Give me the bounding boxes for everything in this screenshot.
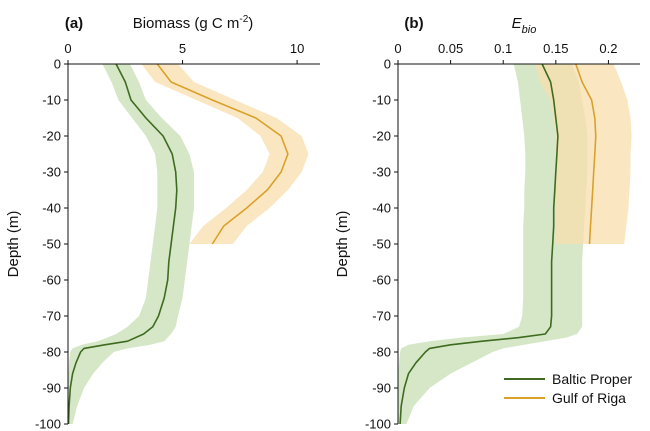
y-tick-label: -80	[372, 345, 391, 360]
panel-a-series-lines	[67, 63, 289, 425]
panel-b-x-axis-title: Ebio	[512, 15, 537, 36]
y-tick-label: -30	[372, 165, 391, 180]
x-tick-label: 5	[179, 41, 186, 56]
y-tick-label: -40	[372, 201, 391, 216]
y-tick-label: -100	[365, 417, 391, 431]
line-gulf-of-riga	[575, 63, 597, 245]
x-tick-label: 0	[64, 41, 71, 56]
line-gulf-of-riga	[156, 63, 289, 245]
line-baltic-proper	[399, 63, 559, 425]
y-tick-label: -70	[42, 309, 61, 324]
x-tick-label: 10	[290, 41, 304, 56]
y-tick-label: 0	[384, 57, 391, 72]
legend-label-gulf-of-riga: Gulf of Riga	[552, 390, 626, 406]
line-baltic-proper	[67, 63, 178, 425]
y-tick-label: -10	[372, 93, 391, 108]
y-tick-label: -50	[372, 237, 391, 252]
y-tick-label: -10	[42, 93, 61, 108]
panel-b-ebio: (b) Ebio Depth (m) 0 0.05 0.1 0.15 0.2 0 -10 -2…	[334, 15, 640, 431]
y-tick-label: -20	[42, 129, 61, 144]
y-tick-label: -60	[372, 273, 391, 288]
panel-a-biomass: (a) Biomass (g C m-2) Depth (m) 0 5 10 0 -10…	[5, 14, 320, 431]
y-tick-label: -70	[372, 309, 391, 324]
y-tick-label: -20	[372, 129, 391, 144]
y-tick-label: -80	[42, 345, 61, 360]
y-tick-label: -90	[372, 381, 391, 396]
x-tick-label: 0.2	[599, 41, 617, 56]
y-tick-label: -30	[42, 165, 61, 180]
panel-a-x-axis-title: Biomass (g C m-2)	[133, 14, 254, 32]
y-tick-label: -50	[42, 237, 61, 252]
panel-a-y-axis-title: Depth (m)	[5, 211, 22, 278]
legend: Baltic Proper Gulf of Riga	[504, 371, 632, 406]
panel-b-label: (b)	[404, 15, 423, 32]
panel-b-y-axis-title: Depth (m)	[334, 211, 351, 278]
band-baltic-proper	[68, 64, 194, 424]
x-tick-label: 0.15	[543, 41, 568, 56]
y-tick-label: 0	[54, 57, 61, 72]
panel-a-uncertainty-bands	[68, 64, 309, 424]
y-tick-label: -60	[42, 273, 61, 288]
y-tick-label: -90	[42, 381, 61, 396]
band-gulf-of-riga	[534, 64, 632, 244]
y-tick-label: -40	[42, 201, 61, 216]
panel-a-label: (a)	[65, 15, 83, 32]
band-gulf-of-riga	[141, 64, 309, 244]
x-tick-label: 0.1	[494, 41, 512, 56]
y-tick-label: -100	[35, 417, 61, 431]
x-tick-label: 0	[394, 41, 401, 56]
panel-b-uncertainty-bands	[398, 64, 632, 424]
panel-a-axes: 0 5 10 0 -10 -20 -30 -40 -50 -60 -70 -80 -90 -100	[35, 41, 320, 431]
legend-label-baltic-proper: Baltic Proper	[552, 371, 632, 387]
x-tick-label: 0.05	[438, 41, 463, 56]
panel-b-axes: 0 0.05 0.1 0.15 0.2 0 -10 -20 -30 -40 -50 -60 -70 -80…	[365, 41, 640, 431]
panel-b-series-lines	[399, 63, 597, 425]
